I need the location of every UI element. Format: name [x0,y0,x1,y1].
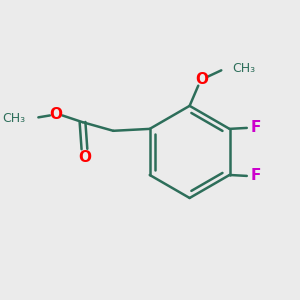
Text: O: O [196,72,208,87]
Text: O: O [49,107,62,122]
Text: CH₃: CH₃ [2,112,25,125]
Text: F: F [250,168,261,183]
Text: F: F [250,120,261,135]
Text: O: O [78,150,91,165]
Text: CH₃: CH₃ [232,62,255,75]
